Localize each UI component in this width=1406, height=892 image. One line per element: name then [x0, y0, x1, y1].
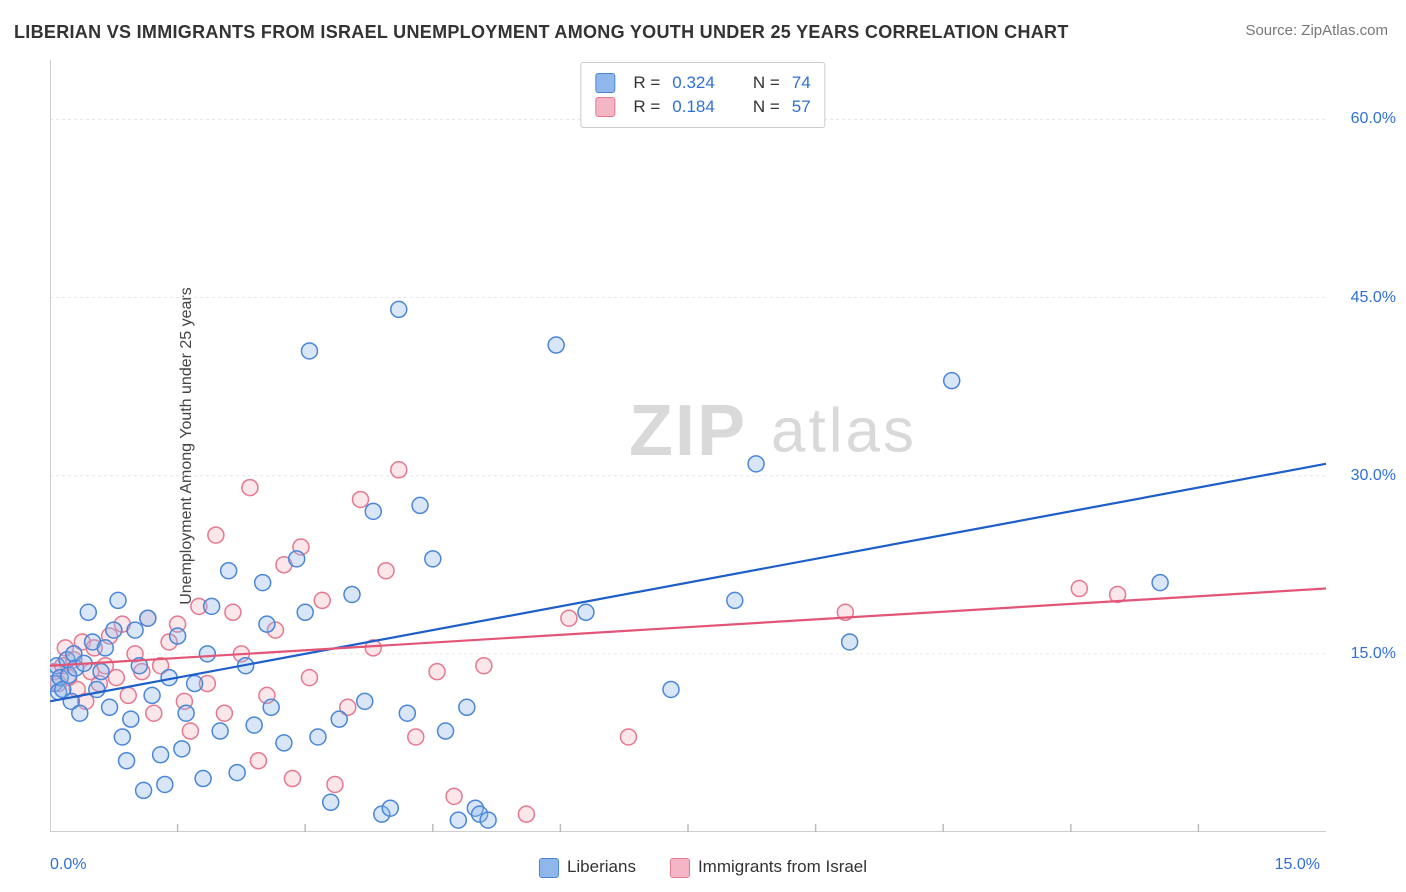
plot-area: ZIP atlas: [50, 60, 1326, 832]
x-axis-min-label: 0.0%: [50, 856, 86, 874]
n-label: N =: [753, 97, 780, 117]
legend-swatch: [670, 858, 690, 878]
legend-label: Immigrants from Israel: [698, 857, 867, 876]
legend-swatch: [539, 858, 559, 878]
stats-row: R = 0.184 N = 57: [595, 95, 810, 119]
n-label: N =: [753, 73, 780, 93]
r-label: R =: [633, 73, 660, 93]
source-label: Source: ZipAtlas.com: [1245, 22, 1388, 39]
y-tick-label: 30.0%: [1351, 467, 1396, 485]
stats-legend: R = 0.324 N = 74 R = 0.184 N = 57: [580, 62, 825, 128]
n-value: 74: [792, 73, 811, 93]
y-tick-label: 15.0%: [1351, 645, 1396, 663]
legend-label: Liberians: [567, 857, 636, 876]
r-label: R =: [633, 97, 660, 117]
r-value: 0.324: [672, 73, 715, 93]
r-value: 0.184: [672, 97, 715, 117]
y-tick-label: 45.0%: [1351, 289, 1396, 307]
legend-swatch: [595, 73, 615, 93]
stats-row: R = 0.324 N = 74: [595, 71, 810, 95]
legend-item: Liberians: [539, 857, 636, 878]
scatter-plot-svg: [50, 60, 1326, 832]
y-tick-label: 60.0%: [1351, 110, 1396, 128]
chart-title: LIBERIAN VS IMMIGRANTS FROM ISRAEL UNEMP…: [14, 22, 1069, 43]
n-value: 57: [792, 97, 811, 117]
series-legend: Liberians Immigrants from Israel: [539, 857, 867, 878]
x-axis-max-label: 15.0%: [1275, 856, 1320, 874]
legend-swatch: [595, 97, 615, 117]
legend-item: Immigrants from Israel: [670, 857, 867, 878]
